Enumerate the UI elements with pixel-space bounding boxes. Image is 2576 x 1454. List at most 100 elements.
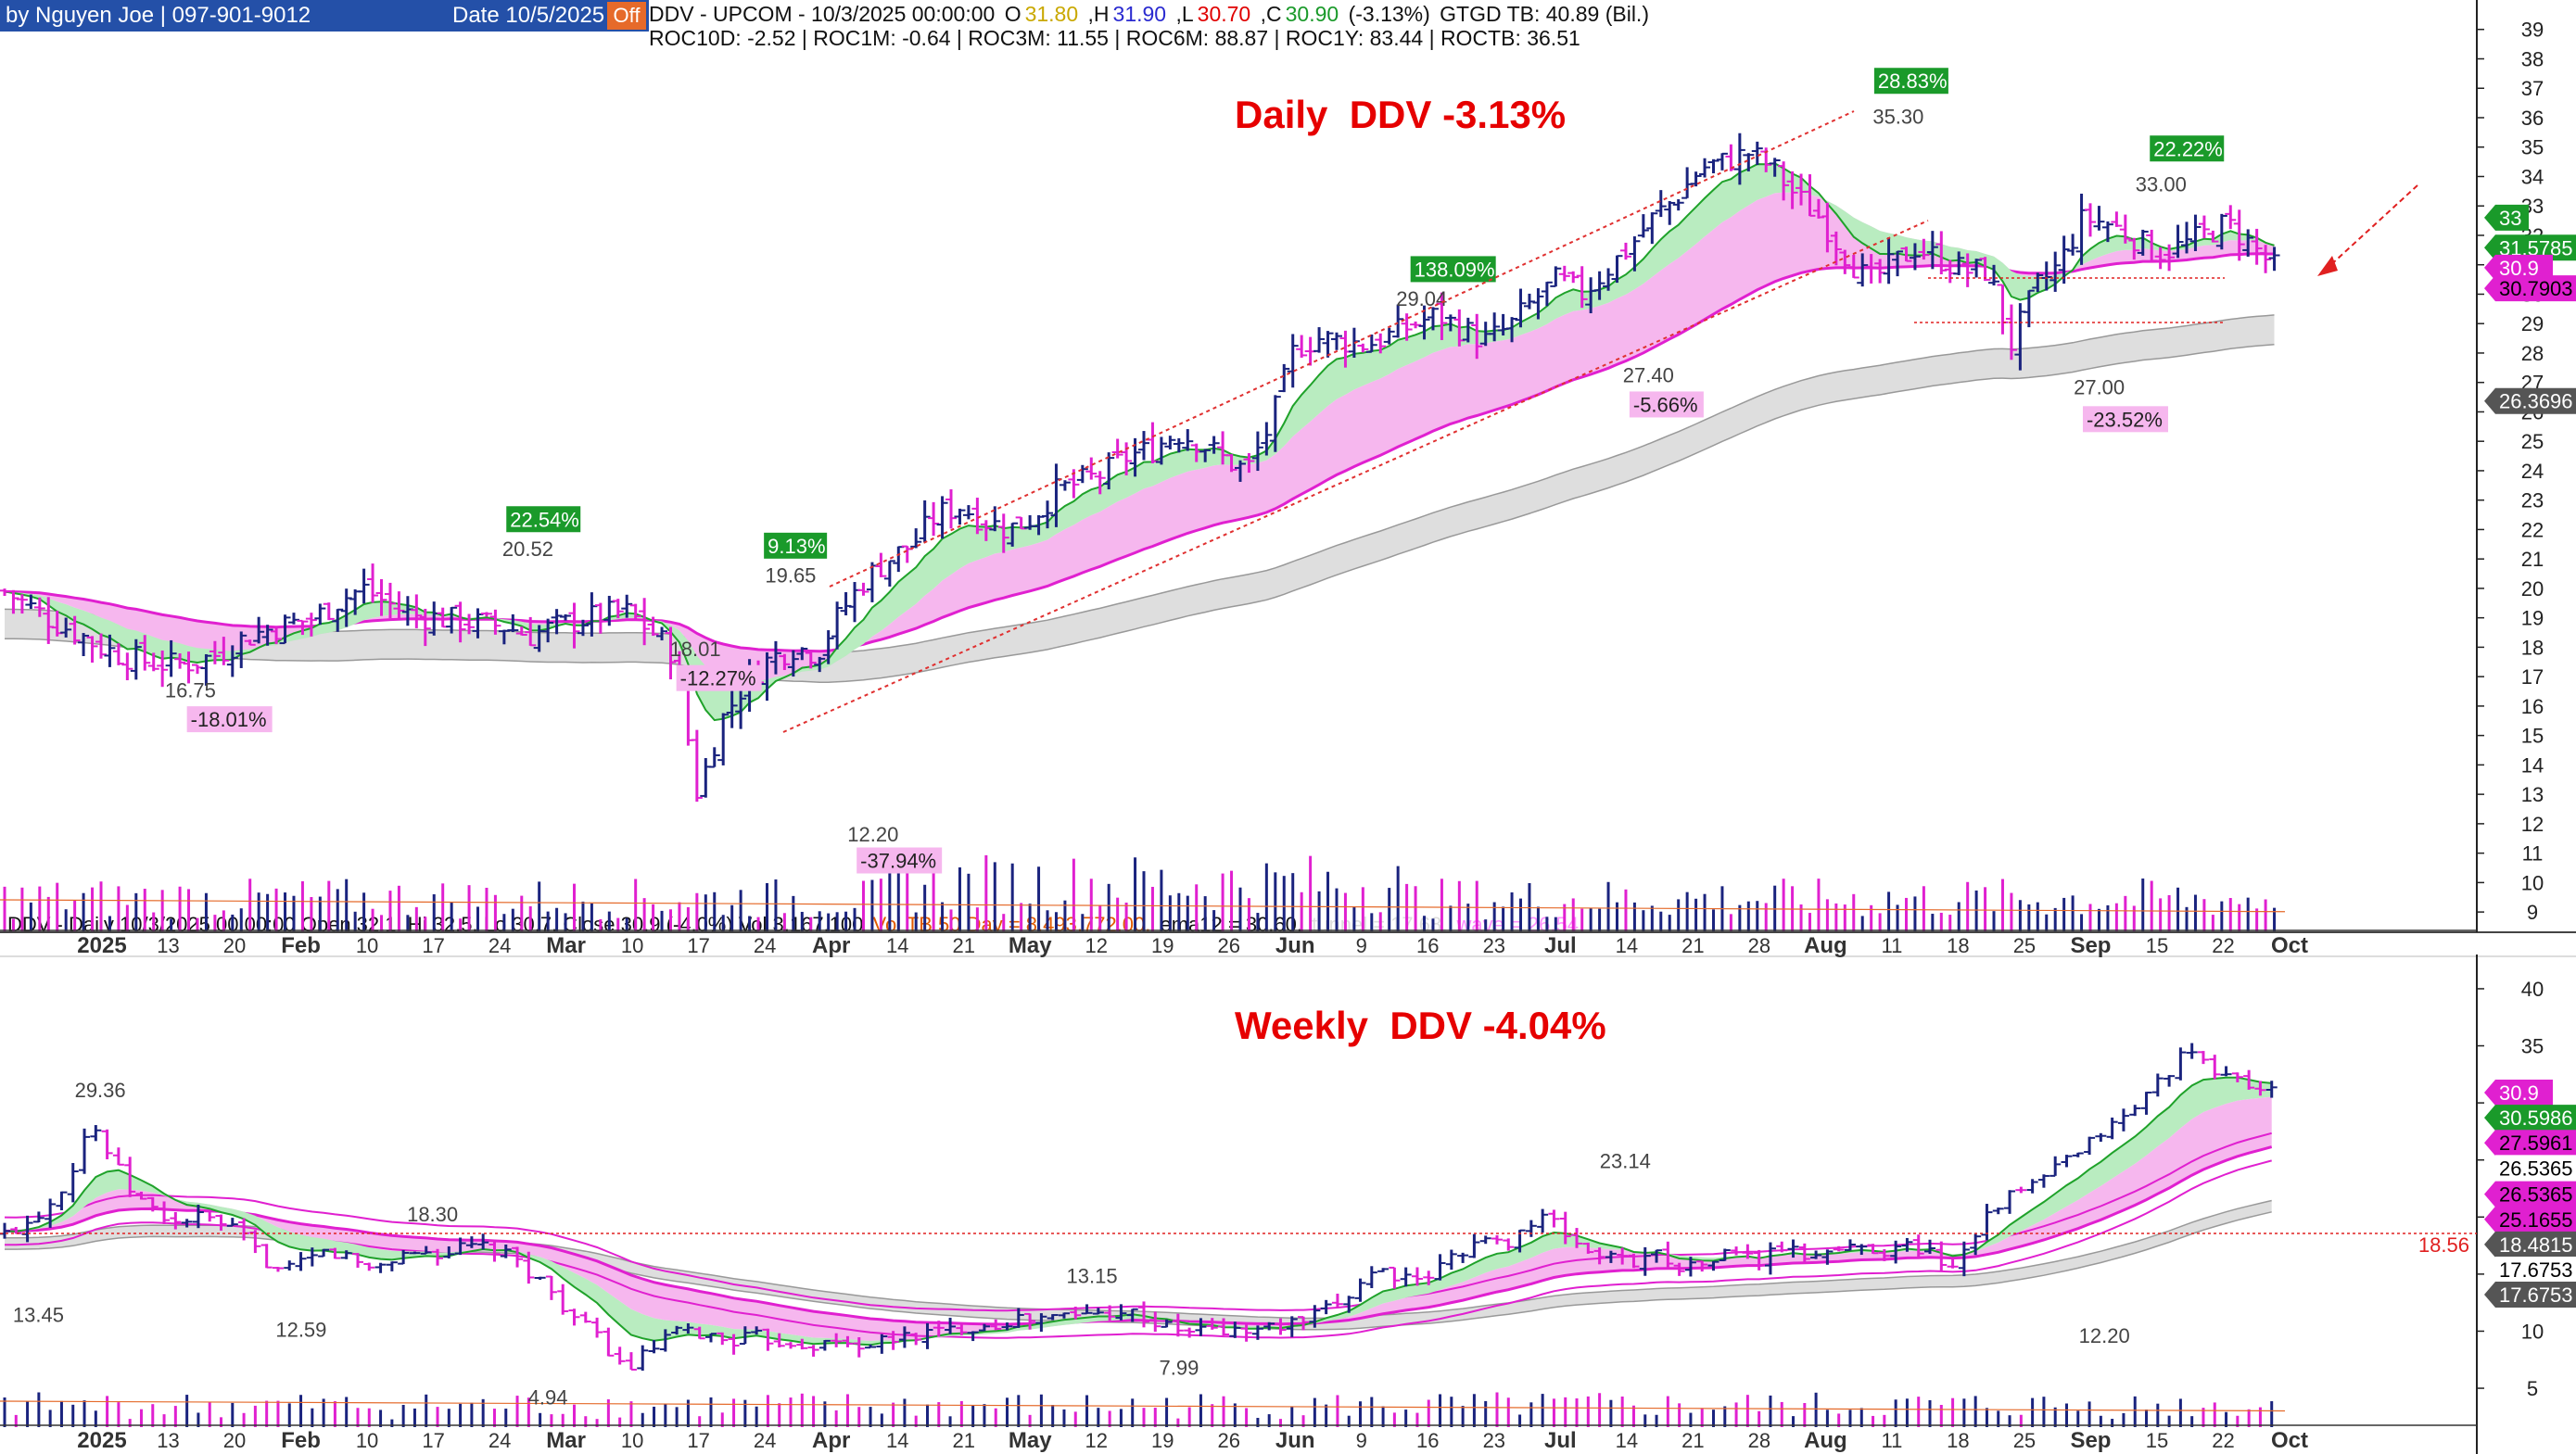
y-tick-label: 22 — [2521, 518, 2544, 541]
x-tick-label: 15 — [2146, 934, 2168, 957]
x-tick-label: 16 — [1416, 934, 1439, 957]
price-label: 19.65 — [765, 564, 816, 588]
x-tick-label: 11 — [1881, 1429, 1902, 1452]
percent-badge — [857, 847, 943, 874]
axis-value-tag — [2484, 275, 2576, 302]
price-label: 23.14 — [1600, 1149, 1651, 1172]
price-label: 18.30 — [407, 1203, 458, 1226]
x-tick-label: 24 — [754, 934, 776, 957]
price-label: 7.99 — [1160, 1356, 1199, 1379]
long-term-line — [5, 1199, 2272, 1320]
annotation-arrow — [2326, 184, 2418, 270]
x-tick-label: 17 — [687, 1429, 709, 1452]
pink-tunnel-line — [4, 1145, 2273, 1326]
y-tick-label: 13 — [2521, 783, 2544, 806]
axis-value-tag — [2484, 387, 2576, 414]
symbol-line: DDV - UPCOM - 10/3/2025 00:00:00 — [649, 2, 996, 26]
percent-label: 28.83% — [1878, 70, 1948, 93]
x-tick-label: 13 — [157, 934, 179, 957]
x-tick-label: 21 — [1681, 934, 1704, 957]
axis-value-tag-label: 17.6753 — [2499, 1258, 2573, 1282]
x-tick-label: May — [1009, 1428, 1052, 1453]
x-tick-label: Oct — [2271, 1428, 2308, 1453]
y-tick-label: 11 — [2522, 842, 2544, 866]
panel-separator — [0, 932, 2576, 955]
axis-value-tag — [2484, 1231, 2576, 1258]
y-tick-label: 21 — [2521, 548, 2544, 571]
x-tick-label: Mar — [546, 933, 586, 958]
x-tick-label: Sep — [2070, 1428, 2111, 1453]
axis-value-tag — [2484, 1155, 2576, 1182]
author-label: by Nguyen Joe | 097-901-9012 — [6, 3, 311, 28]
percent-label: -18.01% — [191, 708, 267, 731]
axis-value-tag-label: 30.9 — [2499, 1081, 2539, 1105]
y-tick-label: 29 — [2521, 312, 2544, 335]
off-toggle[interactable]: Off — [607, 2, 646, 30]
axis-value-tag-label: 25.1655 — [2499, 1208, 2573, 1232]
y-tick-label: 39 — [2521, 19, 2544, 42]
green-ema-band — [5, 1077, 2272, 1346]
price-label: 13.45 — [13, 1304, 64, 1327]
y-tick-label: 40 — [2521, 978, 2544, 1001]
x-tick-label: 21 — [952, 1429, 974, 1452]
x-tick-label: 9 — [1356, 1429, 1367, 1452]
x-tick-label: 23 — [1483, 1429, 1505, 1452]
axis-value-tag — [2484, 254, 2553, 281]
percent-badge — [1410, 256, 1496, 283]
axis-value-tag — [2484, 204, 2529, 231]
green-ema-line — [4, 1076, 2272, 1347]
axis-value-tag-label: 26.5365 — [2499, 1157, 2573, 1180]
percent-badge — [2082, 406, 2168, 433]
pink-tunnel-line-3 — [4, 1132, 2272, 1312]
x-tick-label: Jun — [1275, 933, 1315, 958]
price-label: 13.15 — [1067, 1265, 1118, 1288]
x-tick-label: 20 — [223, 1429, 246, 1452]
annotation-arrow-head — [2317, 256, 2338, 276]
y-tick-label: 19 — [2521, 607, 2544, 630]
x-tick-label: Sep — [2070, 933, 2111, 958]
x-tick-label: 11 — [1881, 934, 1902, 957]
green-ema-line — [4, 162, 2275, 722]
channel-lower — [782, 220, 1929, 733]
price-label: 29.04 — [1396, 287, 1447, 310]
x-tick-label: 12 — [1085, 1429, 1107, 1452]
x-tick-label: 10 — [621, 934, 643, 957]
x-tick-label: 22 — [2212, 1429, 2234, 1452]
x-tick-label: 10 — [356, 934, 378, 957]
x-tick-label: Jul — [1544, 933, 1577, 958]
y-tick-label: 15 — [2521, 725, 2544, 748]
percent-label: 138.09% — [1415, 258, 1495, 281]
y-tick-label: 34 — [2521, 165, 2544, 188]
x-tick-label: 10 — [621, 1429, 643, 1452]
axis-value-tag — [2484, 1181, 2576, 1207]
x-tick-label: 2025 — [77, 933, 126, 958]
daily-ohlc-line: DDV - UPCOM - 10/3/2025 00:00:00 O 31.80 … — [649, 2, 1649, 26]
x-tick-label: 15 — [2146, 1429, 2168, 1452]
x-tick-label: 14 — [1616, 1429, 1638, 1452]
x-tick-label: Jul — [1544, 1428, 1577, 1453]
x-tick-label: 24 — [489, 1429, 511, 1452]
x-tick-label: Feb — [281, 933, 321, 958]
axis-value-tag — [2484, 1105, 2576, 1132]
x-tick-label: 25 — [2013, 934, 2036, 957]
x-tick-label: 14 — [886, 1429, 908, 1452]
percent-label: -37.94% — [860, 850, 936, 873]
y-tick-label: 12 — [2521, 813, 2544, 836]
x-tick-label: Oct — [2271, 933, 2308, 958]
y-tick-label: 14 — [2521, 753, 2544, 777]
percent-badge — [676, 664, 762, 691]
y-tick-label: 28 — [2521, 342, 2544, 365]
x-tick-label: Jun — [1275, 1428, 1315, 1453]
pink-tunnel-band — [5, 192, 2275, 683]
percent-label: -5.66% — [1633, 393, 1698, 416]
reference-line-label: 18.56 — [2418, 1233, 2469, 1257]
price-label: 12.59 — [275, 1319, 326, 1342]
x-tick-label: 23 — [1483, 934, 1505, 957]
y-tick-label: 23 — [2521, 489, 2544, 512]
price-label: 35.30 — [1872, 105, 1923, 128]
x-tick-label: 19 — [1151, 934, 1174, 957]
weekly-panel: 51015202530354020251320Feb101724Mar10172… — [0, 955, 2576, 1454]
x-tick-label: 17 — [687, 934, 709, 957]
price-label: 12.20 — [2079, 1324, 2130, 1347]
y-tick-label: 36 — [2521, 107, 2544, 130]
